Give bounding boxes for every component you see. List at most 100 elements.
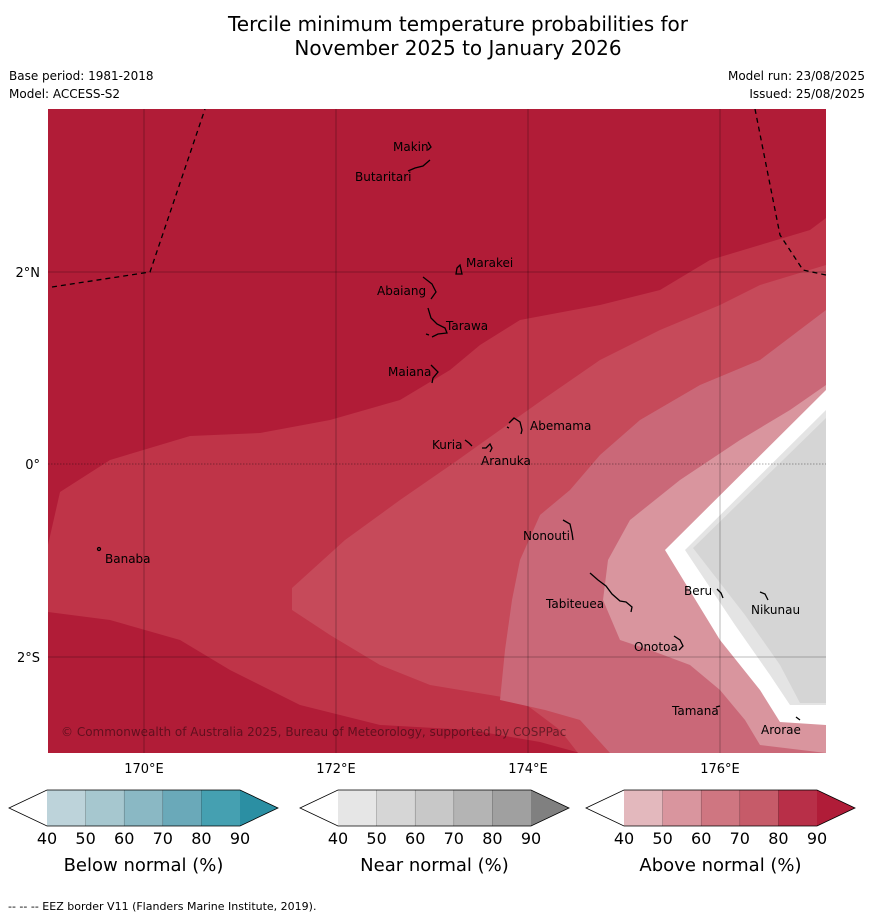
above-segment-0 <box>624 790 664 826</box>
island-beru <box>716 588 724 599</box>
above-outline <box>585 789 856 827</box>
colorbar-above-normal: 40 50 60 70 80 90 Above normal (%) <box>585 789 856 876</box>
label-abaiang: Abaiang <box>377 284 426 298</box>
island-marakei <box>455 263 463 275</box>
title-line-1: Tercile minimum temperature probabilitie… <box>227 12 689 36</box>
above-segment-2 <box>701 790 741 826</box>
label-nikunau: Nikunau <box>751 603 800 617</box>
near-tick-40: 40 <box>328 829 348 848</box>
above-tick-40: 40 <box>614 829 634 848</box>
near-segment-0 <box>338 790 378 826</box>
label-banaba: Banaba <box>105 552 151 566</box>
label-onotoa: Onotoa <box>634 640 678 654</box>
island-tamana <box>715 705 721 708</box>
label-tabiteuea: Tabiteuea <box>545 597 604 611</box>
probability-contours <box>48 109 826 753</box>
below-segment-0 <box>47 790 87 826</box>
label-tarawa: Tarawa <box>445 319 488 333</box>
model-run: Model run: 23/08/2025 <box>727 69 865 83</box>
eez-footnote: -- -- -- EEZ border V11 (Flanders Marine… <box>8 900 317 913</box>
near-tick-90: 90 <box>521 829 541 848</box>
label-butaritari: Butaritari <box>355 170 412 184</box>
island-arorae <box>795 716 801 721</box>
below-segment-3 <box>162 790 202 826</box>
label-makin: Makin <box>393 140 429 154</box>
near-segment-1 <box>376 790 416 826</box>
below-tick-60: 60 <box>114 829 134 848</box>
near-segment-2 <box>415 790 455 826</box>
above-tick-50: 50 <box>652 829 672 848</box>
below-segment-2 <box>124 790 164 826</box>
above-tick-60: 60 <box>691 829 711 848</box>
label-nonouti: Nonouti <box>523 529 570 543</box>
island-maiana <box>430 364 439 384</box>
below-title: Below normal (%) <box>64 855 224 876</box>
near-tick-80: 80 <box>482 829 502 848</box>
above-extend-low <box>586 790 624 826</box>
latitude-labels: 2°N 0° 2°S <box>16 266 41 666</box>
above-segment-4 <box>778 790 818 826</box>
above-title: Above normal (%) <box>639 855 801 876</box>
graticule <box>48 109 826 753</box>
above-tick-90: 90 <box>807 829 827 848</box>
near-tick-50: 50 <box>366 829 386 848</box>
colorbar-below-normal: 40 50 60 70 80 90 Below normal (%) <box>8 789 279 876</box>
label-maiana: Maiana <box>388 365 431 379</box>
lat-label-equator: 0° <box>25 458 40 473</box>
copyright-notice: © Commonwealth of Australia 2025, Bureau… <box>61 725 566 739</box>
issued-date: Issued: 25/08/2025 <box>749 87 865 101</box>
below-tick-80: 80 <box>191 829 211 848</box>
island-makin <box>427 141 432 151</box>
island-onotoa <box>673 635 684 651</box>
label-abemama: Abemama <box>530 419 591 433</box>
below-segment-4 <box>201 790 241 826</box>
near-extend-high <box>531 790 569 826</box>
lon-label-176: 176°E <box>700 762 740 777</box>
island-tarawa <box>425 307 448 338</box>
island-nonouti <box>562 519 574 541</box>
island-nikunau <box>759 591 769 601</box>
near-segment-3 <box>453 790 493 826</box>
island-banaba <box>96 546 102 552</box>
above-segment-1 <box>662 790 702 826</box>
below-tick-40: 40 <box>37 829 57 848</box>
lon-label-174: 174°E <box>508 762 548 777</box>
label-marakei: Marakei <box>466 256 513 270</box>
colorbar-near-normal: 40 50 60 70 80 90 Near normal (%) <box>299 789 570 876</box>
above-segment-3 <box>739 790 779 826</box>
above-extend-high <box>817 790 855 826</box>
below-tick-50: 50 <box>75 829 95 848</box>
label-beru: Beru <box>684 584 712 598</box>
label-aranuka: Aranuka <box>481 454 531 468</box>
place-labels: Makin Butaritari Marakei Abaiang Tarawa … <box>105 140 801 737</box>
below-extend-high <box>240 790 278 826</box>
lon-label-170: 170°E <box>124 762 164 777</box>
island-tabiteuea <box>589 572 633 613</box>
lat-label-2s: 2°S <box>17 651 40 666</box>
near-segment-4 <box>492 790 532 826</box>
label-arorae: Arorae <box>761 723 801 737</box>
below-segment-1 <box>85 790 125 826</box>
near-title: Near normal (%) <box>360 855 509 876</box>
near-tick-60: 60 <box>405 829 425 848</box>
lon-label-172: 172°E <box>316 762 356 777</box>
model-name: Model: ACCESS-S2 <box>9 87 121 101</box>
eez-border-east <box>754 109 826 276</box>
lat-label-2n: 2°N <box>16 266 41 281</box>
below-tick-90: 90 <box>230 829 250 848</box>
base-period: Base period: 1981-2018 <box>9 69 154 83</box>
below-tick-70: 70 <box>153 829 173 848</box>
near-tick-70: 70 <box>444 829 464 848</box>
near-outline <box>299 789 570 827</box>
island-abaiang <box>422 276 437 300</box>
island-abemama <box>506 417 523 435</box>
eez-border-west <box>51 109 206 288</box>
longitude-labels: 170°E 172°E 174°E 176°E <box>124 762 740 777</box>
contour-near-50-60 <box>693 418 826 703</box>
islands <box>96 141 801 721</box>
label-kuria: Kuria <box>432 438 463 452</box>
map-title: Tercile minimum temperature probabilitie… <box>0 12 873 60</box>
eez-borders <box>51 109 826 288</box>
island-kuria <box>464 439 473 447</box>
